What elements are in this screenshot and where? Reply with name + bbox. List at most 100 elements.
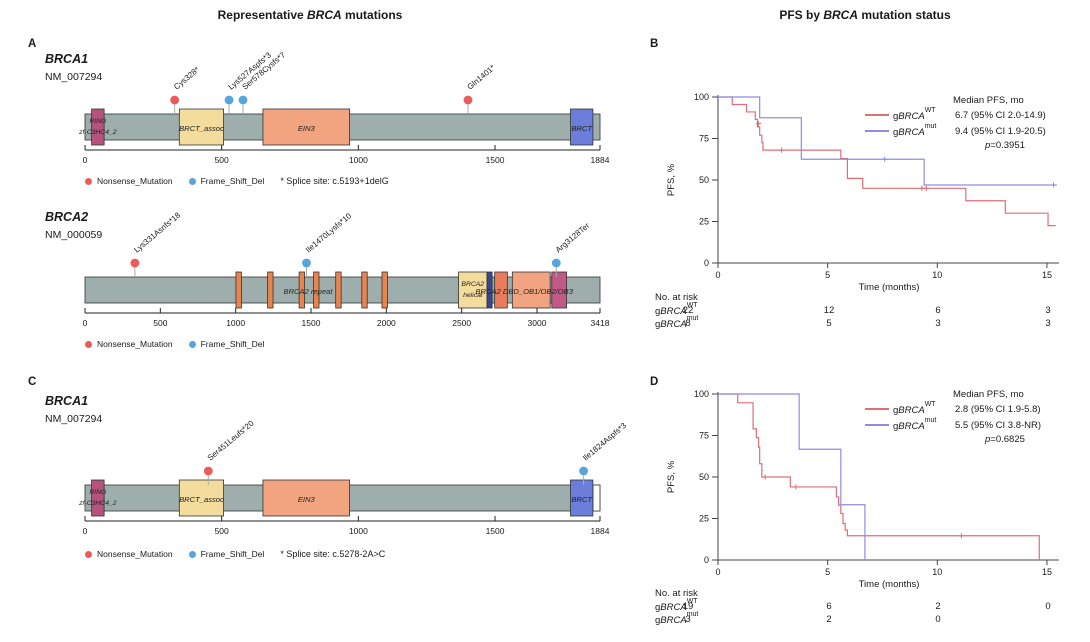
transcript-brca1-c: NM_007294 xyxy=(45,413,103,425)
risk-row-wt: gBRCAWT 19 6 2 0 xyxy=(655,598,1051,614)
y-tick-label: 75 xyxy=(699,134,709,144)
mutation-label: Gln1401* xyxy=(465,63,496,91)
nonsense-dot-icon xyxy=(85,340,92,348)
risk-table-b: No. at risk gBRCAWT 22 12 6 3 gBRCAmut 8… xyxy=(655,292,1085,330)
mutation-lollipop xyxy=(170,95,180,105)
domain-box xyxy=(267,271,274,309)
axis-tick-label: 3000 xyxy=(528,318,547,328)
axis-tick-label: 1884 xyxy=(591,526,610,536)
span-label: BRCA2 DBD_OB1/OB2/OB3 xyxy=(475,287,573,296)
lollipop-diagram-brca2: BRCA2 helical BRCA2 repeat BRCA2 DBD_OB1/OB… xyxy=(83,210,610,328)
right-title-gene: BRCA xyxy=(823,8,858,22)
right-figure-title: PFS by BRCA mutation status xyxy=(640,8,1090,22)
domain-label: BRCA2 xyxy=(461,281,484,288)
km-step-curve xyxy=(718,393,866,560)
domain-label: RING xyxy=(89,489,106,496)
domain-box xyxy=(494,271,508,309)
axis-tick-label: 500 xyxy=(215,155,229,165)
domain-label: zf-C3HC4_2 xyxy=(78,129,117,136)
risk-row-mut: gBRCAmut 8 5 3 3 xyxy=(655,314,1051,330)
axis-tick-label: 1000 xyxy=(349,155,368,165)
domain-box xyxy=(262,108,351,146)
x-tick-label: 0 xyxy=(715,567,720,577)
x-tick-label: 10 xyxy=(932,567,942,577)
legend-item-nonsense: Nonsense_Mutation xyxy=(85,176,173,186)
y-axis-label: PFS, % xyxy=(666,460,677,493)
y-tick-label: 100 xyxy=(694,389,709,399)
transcript-brca2: NM_000059 xyxy=(45,229,103,241)
km-plot-b: 0 25 50 75 100 0 5 10 15 Time (months) PFS, % xyxy=(666,92,1060,293)
domain-box xyxy=(262,479,351,517)
splice-site-note: * Splice site: c.5278-2A>C xyxy=(280,549,386,559)
domain-label: BRCT xyxy=(571,124,593,133)
y-tick-label: 25 xyxy=(699,217,709,227)
axis-tick-label: 500 xyxy=(215,526,229,536)
domain-label: RING xyxy=(89,118,106,125)
gene-name-brca2: BRCA2 xyxy=(45,210,89,224)
domain-box xyxy=(91,108,105,146)
axis-tick-label: 2000 xyxy=(377,318,396,328)
y-tick-label: 0 xyxy=(704,555,709,565)
axis-tick-label: 500 xyxy=(153,318,167,328)
domain-box xyxy=(361,271,368,309)
domain-box xyxy=(570,479,594,517)
mutation-label: Ile1824Aspfs*3 xyxy=(581,421,628,463)
frameshift-dot-icon xyxy=(188,550,196,558)
legend-item-frameshift: Frame_Shift_Del xyxy=(188,339,264,349)
y-tick-label: 50 xyxy=(699,472,709,482)
y-axis-label: PFS, % xyxy=(666,163,677,196)
risk-table-d: No. at risk gBRCAWT 19 6 2 0 gBRCAmut 3 … xyxy=(655,588,1085,626)
legend-item-nonsense: Nonsense_Mutation xyxy=(85,339,173,349)
x-axis-label: Time (months) xyxy=(859,579,920,590)
domain-box xyxy=(235,271,242,309)
domain-box xyxy=(335,271,342,309)
x-tick-label: 15 xyxy=(1042,567,1052,577)
y-tick-label: 0 xyxy=(704,258,709,268)
domain-box xyxy=(298,271,305,309)
mutation-label: Arg3128Ter xyxy=(554,221,592,255)
km-step-curve xyxy=(718,393,1040,560)
km-plot-d: 0 25 50 75 100 0 5 10 15 Time (months) PFS, % xyxy=(666,389,1060,590)
mutation-label: Lys331Asnfs*18 xyxy=(132,210,182,254)
risk-row-mut: gBRCAmut 3 2 0 xyxy=(655,610,941,626)
right-title-part1: PFS by xyxy=(779,8,824,22)
axis-tick-label: 1000 xyxy=(226,318,245,328)
panel-c-label: C xyxy=(28,376,37,388)
axis-tick-label: 1884 xyxy=(591,155,610,165)
bar-label: BRCA2 repeat xyxy=(284,287,334,296)
y-tick-label: 25 xyxy=(699,514,709,524)
mutation-lollipop xyxy=(463,95,473,105)
domain-label: BRCT_assoc xyxy=(179,495,224,504)
domain-label: BRCT_assoc xyxy=(179,124,224,133)
transcript-brca1-a: NM_007294 xyxy=(45,71,103,83)
x-tick-label: 5 xyxy=(825,270,830,280)
mutation-label: Ile1470Lysfs*10 xyxy=(304,211,354,255)
lollipop-diagram-brca1-c: RING zf-C3HC4_2 BRCT_assoc EIN3 BRCT Ser451Le… xyxy=(78,418,628,536)
y-tick-label: 50 xyxy=(699,175,709,185)
domain-box xyxy=(458,271,488,309)
right-title-part2: mutation status xyxy=(858,8,951,22)
gene-name-brca1-a: BRCA1 xyxy=(45,52,89,66)
axis-tick-label: 0 xyxy=(83,155,88,165)
mutation-lollipop xyxy=(130,258,140,268)
domain-box xyxy=(381,271,388,309)
domain-box xyxy=(313,271,320,309)
risk-table-title: No. at risk xyxy=(655,292,698,303)
y-tick-label: 75 xyxy=(699,431,709,441)
left-title-part1: Representative xyxy=(217,8,308,22)
domain-box xyxy=(486,271,493,309)
nonsense-dot-icon xyxy=(85,177,92,185)
left-title-gene: BRCA xyxy=(307,8,342,22)
x-tick-label: 5 xyxy=(825,567,830,577)
risk-row-wt: gBRCAWT 22 12 6 3 xyxy=(655,302,1051,318)
mutation-lollipop xyxy=(203,466,213,476)
x-axis-label: Time (months) xyxy=(859,282,920,293)
frameshift-dot-icon xyxy=(188,177,196,185)
mutation-lollipop xyxy=(224,95,234,105)
mutation-lollipop xyxy=(238,95,248,105)
domain-label: BRCT xyxy=(571,495,593,504)
km-step-curve xyxy=(718,96,1057,186)
domain-box xyxy=(570,108,594,146)
